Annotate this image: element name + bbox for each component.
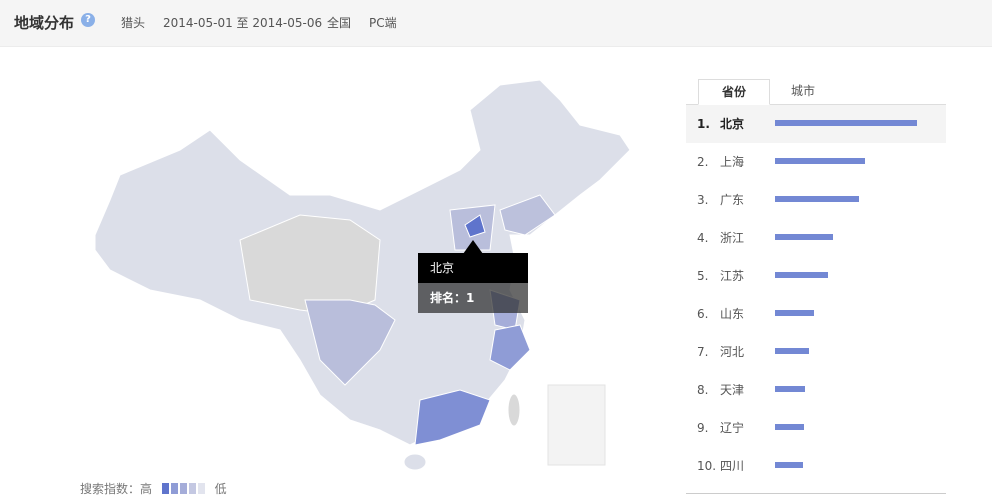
ranking-row: 9. 辽宁 (686, 409, 946, 447)
taiwan[interactable] (507, 393, 521, 427)
rank: 7. (697, 345, 709, 359)
date-range[interactable]: 2014-05-01 至 2014-05-06 (163, 16, 323, 30)
province-name: 浙江 (720, 231, 745, 245)
rank: 4. (697, 231, 709, 245)
rank: 5. (697, 269, 709, 283)
legend: 搜索指数：高 低 (80, 480, 227, 497)
header: 地域分布 ? 猎头 2014-05-01 至 2014-05-06 全国 PC端 (0, 0, 992, 47)
province-name: 上海 (720, 155, 745, 169)
province-name: 辽宁 (720, 421, 745, 435)
province-name: 江苏 (720, 269, 745, 283)
title: 地域分布 (14, 14, 75, 32)
bar (775, 120, 917, 126)
rank: 9. (697, 421, 709, 435)
device[interactable]: PC端 (369, 16, 397, 30)
ranking-row: 2. 上海 (686, 143, 946, 181)
province[interactable] (414, 389, 491, 446)
list-bottom-border (686, 493, 946, 494)
ranking-row: 8. 天津 (686, 371, 946, 409)
province-name: 四川 (720, 459, 745, 473)
bar (775, 310, 814, 316)
map (94, 79, 631, 471)
tabs: 省份 城市 (686, 79, 946, 105)
legend-high: 搜索指数：高 (80, 482, 153, 496)
ranking-row: 7. 河北 (686, 333, 946, 371)
south-sea-inset (547, 384, 606, 466)
tooltip-rank: 排名：1 (418, 283, 528, 313)
tooltip-name: 北京 (418, 253, 528, 283)
province-name: 河北 (720, 345, 745, 359)
region[interactable]: 全国 (327, 16, 352, 30)
bar (775, 462, 803, 468)
rank: 1. (697, 117, 710, 131)
ranking-row: 4. 浙江 (686, 219, 946, 257)
rank: 6. (697, 307, 709, 321)
rank: 2. (697, 155, 709, 169)
province-name: 山东 (720, 307, 745, 321)
tab-city[interactable]: 城市 (790, 84, 815, 98)
province[interactable] (304, 299, 396, 386)
province[interactable] (239, 214, 381, 316)
province[interactable] (499, 194, 556, 236)
rank: 8. (697, 383, 709, 397)
province-name: 天津 (720, 383, 745, 397)
bar (775, 424, 804, 430)
legend-low: 低 (214, 482, 227, 496)
ranking-row: 3. 广东 (686, 181, 946, 219)
bar (775, 348, 809, 354)
ranking-row: 6. 山东 (686, 295, 946, 333)
rank: 10. (697, 459, 717, 473)
ranking-row: 1. 北京 (686, 105, 946, 143)
province[interactable] (464, 214, 486, 238)
rank: 3. (697, 193, 709, 207)
bar (775, 272, 828, 278)
province[interactable] (489, 324, 531, 371)
keyword: 猎头 (121, 16, 146, 30)
legend-scale (161, 483, 205, 497)
bar (775, 158, 865, 164)
bar (775, 386, 805, 392)
bar (775, 196, 859, 202)
bar (775, 234, 833, 240)
tab-province[interactable]: 省份 (698, 79, 770, 105)
tooltip-arrow (463, 240, 483, 254)
help-icon[interactable]: ? (81, 13, 95, 27)
hainan[interactable] (403, 453, 427, 471)
province-name: 北京 (720, 117, 745, 131)
province-name: 广东 (720, 193, 745, 207)
ranking-row: 10. 四川 (686, 447, 946, 485)
ranking-row: 5. 江苏 (686, 257, 946, 295)
